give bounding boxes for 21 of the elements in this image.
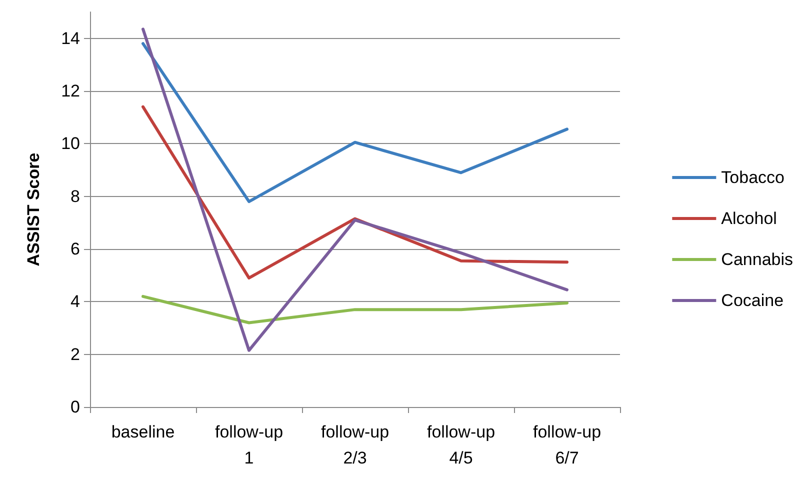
x-tick-label: baseline [111, 422, 175, 442]
line-series [142, 28, 568, 352]
legend-label: Alcohol [721, 209, 777, 228]
y-tick-label: 4 [70, 292, 80, 312]
y-tick-label: 6 [70, 240, 80, 258]
legend-label: Cannabis [721, 250, 793, 269]
line-series [142, 42, 568, 204]
y-tick-label: 0 [70, 398, 80, 416]
legend-label: Tobacco [721, 168, 784, 187]
x-tick-label: follow-up 1 [214, 422, 284, 468]
x-tick-label: follow-up 2/3 [320, 422, 390, 468]
x-tick-label: follow-up 6/7 [532, 422, 602, 468]
x-tick-label: follow-up 4/5 [426, 422, 496, 468]
legend-label: Cocaine [721, 291, 784, 310]
y-tick-label: 10 [61, 134, 80, 154]
y-axis-title: ASSIST Score [24, 152, 43, 266]
y-tick-label: 14 [61, 28, 80, 48]
line-series [142, 294, 568, 324]
y-tick-label: 8 [70, 186, 80, 206]
y-tick-label: 12 [61, 82, 80, 100]
y-tick-label: 2 [70, 344, 80, 364]
